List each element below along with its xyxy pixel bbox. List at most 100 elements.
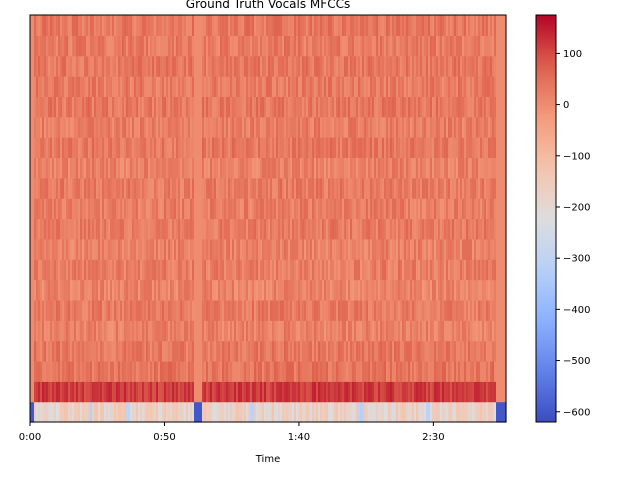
heatmap-cell <box>428 157 431 179</box>
heatmap-cell <box>430 279 433 301</box>
heatmap-cell <box>214 76 217 97</box>
heatmap-cell <box>338 259 341 281</box>
heatmap-cell <box>56 238 59 260</box>
heatmap-cell <box>336 238 339 260</box>
heatmap-cell <box>228 137 231 159</box>
heatmap-cell <box>80 381 83 403</box>
heatmap-cell <box>244 218 247 240</box>
heatmap-cell <box>226 299 229 321</box>
heatmap-cell <box>264 96 267 118</box>
heatmap-cell <box>320 218 323 240</box>
heatmap-cell <box>38 299 41 321</box>
heatmap-cell <box>288 157 291 179</box>
heatmap-cell <box>194 15 197 36</box>
heatmap-cell <box>176 340 179 362</box>
heatmap-cell <box>426 259 429 281</box>
heatmap-cell <box>322 238 325 260</box>
heatmap-cell <box>502 279 505 301</box>
heatmap-cell <box>108 299 111 321</box>
heatmap-cell <box>446 340 449 362</box>
heatmap-cell <box>384 381 387 403</box>
heatmap-cell <box>370 218 373 240</box>
heatmap-cell <box>270 238 273 260</box>
heatmap-cell <box>336 116 339 138</box>
heatmap-cell <box>462 96 465 118</box>
heatmap-cell <box>176 137 179 159</box>
heatmap-cell <box>146 116 149 138</box>
heatmap-cell <box>422 238 425 260</box>
heatmap-cell <box>450 35 453 57</box>
heatmap-cell <box>144 218 147 240</box>
heatmap-cell <box>180 137 183 159</box>
heatmap-cell <box>220 198 223 220</box>
heatmap-cell <box>252 218 255 240</box>
heatmap-cell <box>64 299 67 321</box>
heatmap-cell <box>52 259 55 281</box>
heatmap-cell <box>144 55 147 77</box>
heatmap-cell <box>364 35 367 57</box>
heatmap-cell <box>84 238 87 260</box>
heatmap-cell <box>408 299 411 321</box>
heatmap-cell <box>178 96 181 118</box>
heatmap-cell <box>66 116 69 138</box>
heatmap-cell <box>478 157 481 179</box>
heatmap-cell <box>260 340 263 362</box>
heatmap-cell <box>190 116 193 138</box>
heatmap-cell <box>400 76 403 97</box>
heatmap-cell <box>316 360 319 382</box>
heatmap-cell <box>128 157 131 179</box>
heatmap-cell <box>384 76 387 97</box>
heatmap-cell <box>102 279 105 301</box>
heatmap-cell <box>408 360 411 382</box>
heatmap-cell <box>496 116 499 138</box>
heatmap-cell <box>182 218 185 240</box>
heatmap-cell <box>294 15 297 36</box>
heatmap-cell <box>56 116 59 138</box>
heatmap-cell <box>448 157 451 179</box>
heatmap-cell <box>270 177 273 199</box>
heatmap-cell <box>222 96 225 118</box>
heatmap-cell <box>234 116 237 138</box>
heatmap-cell <box>454 259 457 281</box>
heatmap-cell <box>234 15 237 36</box>
heatmap-cell <box>448 198 451 220</box>
heatmap-cell <box>306 116 309 138</box>
heatmap-cell <box>76 96 79 118</box>
heatmap-cell <box>458 218 461 240</box>
heatmap-cell <box>50 15 53 36</box>
heatmap-cell <box>156 320 159 342</box>
heatmap-cell <box>322 76 325 97</box>
heatmap-cell <box>68 137 71 159</box>
heatmap-cell <box>122 177 125 199</box>
heatmap-cell <box>474 137 477 159</box>
heatmap-cell <box>158 177 161 199</box>
heatmap-cell <box>224 401 227 423</box>
heatmap-cell <box>48 238 51 260</box>
heatmap-cell <box>432 360 435 382</box>
heatmap-cell <box>208 157 211 179</box>
heatmap-cell <box>116 340 119 362</box>
heatmap-cell <box>182 401 185 423</box>
heatmap-cell <box>318 401 321 423</box>
heatmap-cell <box>114 360 117 382</box>
heatmap-cell <box>298 279 301 301</box>
heatmap-cell <box>486 299 489 321</box>
heatmap-cell <box>184 320 187 342</box>
heatmap-cell <box>476 259 479 281</box>
heatmap-cell <box>140 15 143 36</box>
heatmap-cell <box>482 15 485 36</box>
heatmap-cell <box>70 177 73 199</box>
heatmap-cell <box>378 157 381 179</box>
heatmap-cell <box>42 157 45 179</box>
heatmap-cell <box>232 35 235 57</box>
heatmap-cell <box>182 198 185 220</box>
heatmap-cell <box>448 401 451 423</box>
heatmap-cell <box>118 238 121 260</box>
heatmap-cell <box>428 55 431 77</box>
heatmap-cell <box>274 299 277 321</box>
heatmap-cell <box>88 381 91 403</box>
heatmap-cell <box>70 35 73 57</box>
heatmap-cell <box>316 137 319 159</box>
heatmap-cell <box>242 279 245 301</box>
heatmap-cell <box>432 401 435 423</box>
